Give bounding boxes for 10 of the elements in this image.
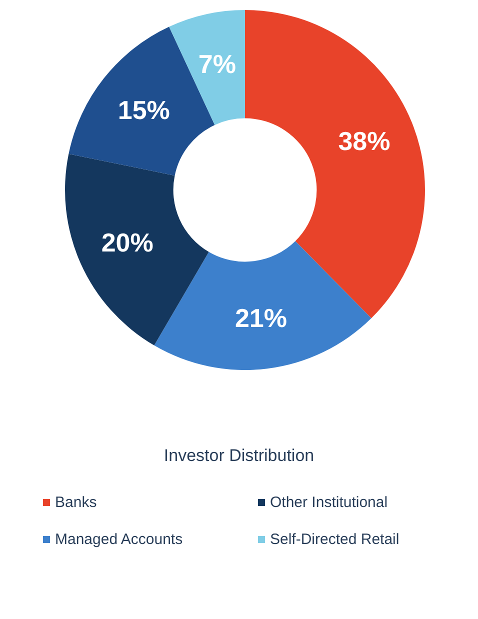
legend-label: Self-Directed Retail <box>270 531 400 548</box>
legend-label: Other Institutional <box>270 494 388 511</box>
data-label: 7% <box>198 49 236 80</box>
data-label: 21% <box>234 302 288 333</box>
text: Investor Distribution <box>164 446 314 465</box>
legend-label: Banks <box>55 494 97 511</box>
legend-label: Managed Accounts <box>55 531 183 548</box>
data-label: 15% <box>118 95 170 126</box>
data-label: 38% <box>338 126 390 156</box>
data-label: 20% <box>101 228 154 258</box>
